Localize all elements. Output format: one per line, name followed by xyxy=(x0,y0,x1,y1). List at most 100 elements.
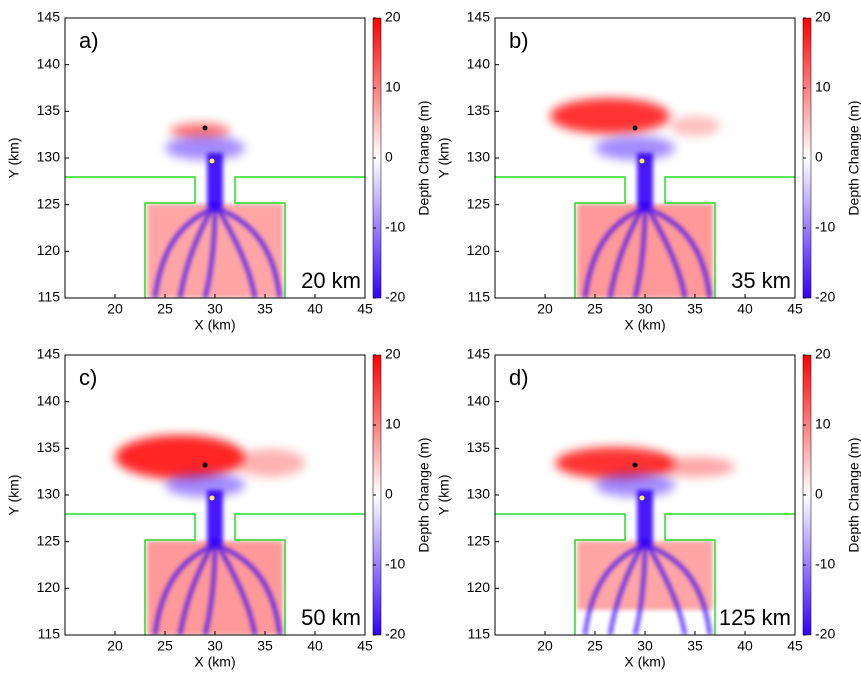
y-tick-label: 140 xyxy=(37,392,61,408)
boundary xyxy=(664,176,795,298)
colorbar-tick-label: 10 xyxy=(385,79,401,95)
x-tick-label: 45 xyxy=(357,638,373,654)
annotation: 125 km xyxy=(719,605,791,630)
y-axis-label: Y (km) xyxy=(6,138,22,179)
x-tick-label: 25 xyxy=(587,638,603,654)
x-tick-label: 40 xyxy=(737,301,753,317)
marker xyxy=(202,125,208,131)
x-tick-label: 25 xyxy=(587,301,603,317)
y-tick-label: 135 xyxy=(467,439,491,455)
annotation-bg xyxy=(298,603,364,631)
y-tick-label: 135 xyxy=(37,102,61,118)
channel xyxy=(153,206,216,298)
boundary xyxy=(495,176,626,298)
channel xyxy=(214,206,282,298)
colorbar-tick-label: -10 xyxy=(815,219,835,235)
colorbar-tick-label: -10 xyxy=(385,219,405,235)
channel xyxy=(213,539,257,635)
y-tick-label: 125 xyxy=(467,195,491,211)
x-tick-label: 40 xyxy=(307,638,323,654)
y-tick-label: 130 xyxy=(467,486,491,502)
colorbar-label: Depth Change (m) xyxy=(416,100,432,215)
panel-label: b) xyxy=(509,28,529,53)
y-tick-label: 120 xyxy=(37,579,61,595)
colorbar-tick-label: 20 xyxy=(815,346,831,362)
deposit xyxy=(115,435,245,479)
deposit xyxy=(170,123,230,139)
marker xyxy=(202,462,208,468)
colorbar-tick-label: 20 xyxy=(385,346,401,362)
field xyxy=(65,123,365,298)
colorbar-label: Depth Change (m) xyxy=(846,100,861,215)
x-tick-label: 20 xyxy=(537,301,553,317)
channel xyxy=(644,206,712,298)
x-tick-label: 30 xyxy=(207,301,223,317)
x-tick-label: 20 xyxy=(537,638,553,654)
colorbar-tick-label: 0 xyxy=(385,149,393,165)
colorbar-tick-label: 10 xyxy=(385,416,401,432)
y-tick-label: 125 xyxy=(467,532,491,548)
inlet-channel xyxy=(207,153,223,208)
y-tick-label: 115 xyxy=(468,289,491,305)
x-tick-label: 20 xyxy=(107,301,123,317)
colorbar-tick-label: 0 xyxy=(815,149,823,165)
annotation: 20 km xyxy=(301,268,361,293)
y-tick-label: 140 xyxy=(37,55,61,71)
scour xyxy=(165,473,245,497)
y-tick-label: 115 xyxy=(468,626,491,642)
channel xyxy=(608,539,647,635)
annotation-bg xyxy=(715,603,794,631)
scour xyxy=(595,473,675,497)
annotation: 35 km xyxy=(731,268,791,293)
y-tick-label: 120 xyxy=(37,242,61,258)
y-tick-label: 130 xyxy=(37,149,61,165)
marker xyxy=(639,158,645,164)
colorbar-tick-label: 20 xyxy=(815,9,831,25)
y-axis-label: Y (km) xyxy=(436,475,452,516)
colorbar-tick-label: -20 xyxy=(815,626,835,642)
channel xyxy=(643,202,687,298)
channel xyxy=(583,543,646,635)
panel: 20 25 30 35 40 45 115 120 125 130 135 140 145 X (km) Y… xyxy=(436,9,861,333)
boundary xyxy=(234,176,365,298)
colorbar-tick-label: -20 xyxy=(385,626,405,642)
x-tick-label: 40 xyxy=(737,638,753,654)
scour xyxy=(595,136,675,160)
channel xyxy=(608,202,647,298)
x-axis-label: X (km) xyxy=(624,654,665,670)
panel-label: c) xyxy=(79,365,97,390)
y-axis-label: Y (km) xyxy=(6,475,22,516)
panel: 20 25 30 35 40 45 115 120 125 130 135 140 145 X (km) Y… xyxy=(436,346,861,670)
colorbar-tick-label: 0 xyxy=(385,486,393,502)
x-tick-label: 35 xyxy=(687,301,703,317)
y-axis-label: Y (km) xyxy=(436,138,452,179)
marker xyxy=(209,495,215,501)
y-tick-label: 125 xyxy=(37,532,61,548)
field xyxy=(65,435,365,635)
panel: 20 25 30 35 40 45 115 120 125 130 135 140 145 X (km) Y… xyxy=(6,9,432,333)
y-tick-label: 130 xyxy=(467,149,491,165)
boundary xyxy=(664,513,795,635)
colorbar-tick-label: 20 xyxy=(385,9,401,25)
deposit xyxy=(670,116,720,136)
y-tick-label: 145 xyxy=(37,346,61,362)
y-tick-label: 145 xyxy=(467,9,491,25)
inlet-channel xyxy=(637,153,653,208)
scour xyxy=(165,136,245,160)
channel xyxy=(583,206,646,298)
marker xyxy=(639,495,645,501)
deposit xyxy=(655,457,735,477)
marker xyxy=(632,125,638,131)
y-tick-label: 120 xyxy=(467,579,491,595)
x-tick-label: 35 xyxy=(257,638,273,654)
boundary xyxy=(234,513,365,635)
x-tick-label: 30 xyxy=(637,638,653,654)
panel-label: d) xyxy=(509,365,529,390)
inlet-channel xyxy=(637,490,653,545)
y-tick-label: 135 xyxy=(467,102,491,118)
panel: 20 25 30 35 40 45 115 120 125 130 135 140 145 X (km) Y… xyxy=(6,346,432,670)
y-tick-label: 115 xyxy=(38,289,61,305)
colorbar-tick-label: 10 xyxy=(815,416,831,432)
marker xyxy=(632,462,638,468)
x-tick-label: 30 xyxy=(637,301,653,317)
